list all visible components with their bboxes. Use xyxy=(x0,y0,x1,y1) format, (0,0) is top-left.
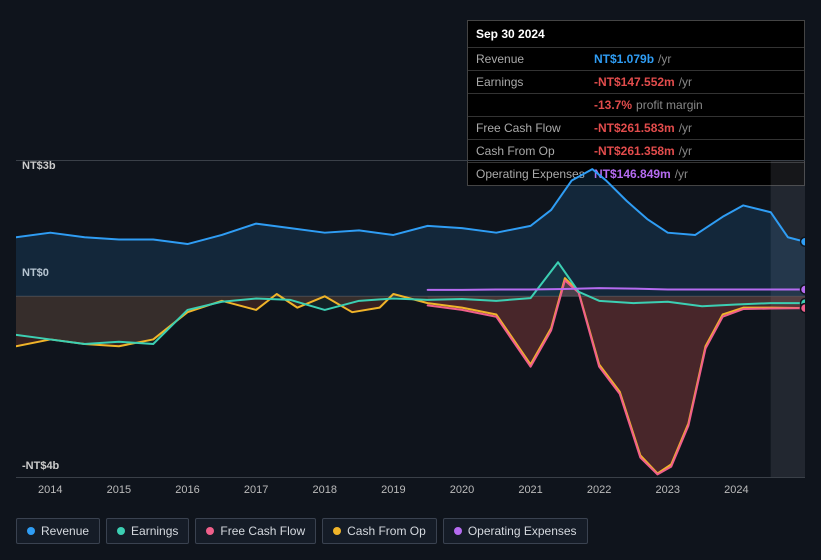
x-tick: 2016 xyxy=(175,484,199,496)
chart-plot[interactable] xyxy=(16,160,805,490)
x-tick: 2023 xyxy=(656,484,680,496)
x-tick: 2022 xyxy=(587,484,611,496)
legend-item[interactable]: Operating Expenses xyxy=(443,518,588,544)
tooltip-row-label: Earnings xyxy=(476,75,594,89)
legend-item[interactable]: Earnings xyxy=(106,518,189,544)
tooltip-row-suffix: /yr xyxy=(679,144,692,158)
tooltip-row-suffix: /yr xyxy=(679,75,692,89)
legend-label: Operating Expenses xyxy=(468,524,577,538)
tooltip-row-value: -NT$261.358m xyxy=(594,144,675,158)
legend-dot-icon xyxy=(206,527,214,535)
x-tick: 2018 xyxy=(312,484,336,496)
x-tick: 2015 xyxy=(107,484,131,496)
x-tick: 2024 xyxy=(724,484,748,496)
tooltip-row-suffix: profit margin xyxy=(636,98,703,112)
tooltip-date: Sep 30 2024 xyxy=(468,21,804,47)
legend-dot-icon xyxy=(117,527,125,535)
tooltip-row-value: -NT$261.583m xyxy=(594,121,675,135)
legend-item[interactable]: Cash From Op xyxy=(322,518,437,544)
tooltip-row-label: Cash From Op xyxy=(476,144,594,158)
x-axis: 2014 2015 2016 2017 2018 2019 2020 2021 2022 2023… xyxy=(16,484,805,504)
tooltip-row-suffix: /yr xyxy=(679,121,692,135)
legend-label: Revenue xyxy=(41,524,89,538)
tooltip-row-label: Free Cash Flow xyxy=(476,121,594,135)
x-tick: 2017 xyxy=(244,484,268,496)
tooltip-row-value: NT$1.079b xyxy=(594,52,654,66)
legend-dot-icon xyxy=(27,527,35,535)
x-tick: 2019 xyxy=(381,484,405,496)
tooltip-row: RevenueNT$1.079b/yr xyxy=(468,47,804,70)
x-tick: 2014 xyxy=(38,484,62,496)
x-tick: 2021 xyxy=(518,484,542,496)
tooltip-row-label: Revenue xyxy=(476,52,594,66)
legend-item[interactable]: Free Cash Flow xyxy=(195,518,316,544)
tooltip-row: Earnings-NT$147.552m/yr xyxy=(468,70,804,93)
x-tick: 2020 xyxy=(450,484,474,496)
tooltip-row-suffix: /yr xyxy=(658,52,671,66)
tooltip-row: -13.7% profit margin xyxy=(468,93,804,116)
legend-label: Cash From Op xyxy=(347,524,426,538)
tooltip-row: Free Cash Flow-NT$261.583m/yr xyxy=(468,116,804,139)
legend-dot-icon xyxy=(454,527,462,535)
legend-label: Free Cash Flow xyxy=(220,524,305,538)
tooltip-row: Cash From Op-NT$261.358m/yr xyxy=(468,139,804,162)
legend: Revenue Earnings Free Cash Flow Cash From O… xyxy=(16,518,588,544)
tooltip-row-value: -NT$147.552m xyxy=(594,75,675,89)
legend-dot-icon xyxy=(333,527,341,535)
legend-label: Earnings xyxy=(131,524,178,538)
tooltip-row-value: -13.7% xyxy=(594,98,632,112)
legend-item[interactable]: Revenue xyxy=(16,518,100,544)
